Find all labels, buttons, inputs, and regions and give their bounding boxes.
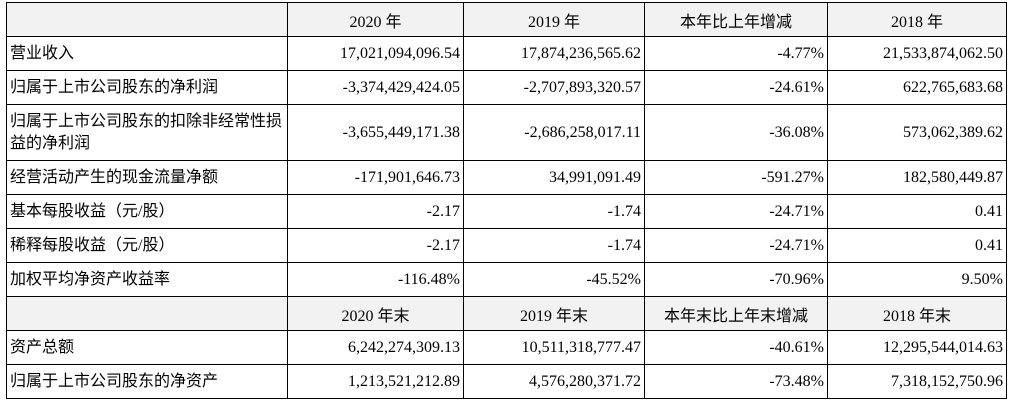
header-cell: 2019 年末	[463, 296, 645, 331]
cell-value: -3,374,429,424.05	[287, 70, 464, 105]
row-label: 经营活动产生的现金流量净额	[6, 160, 288, 195]
cell-value: 7,318,152,750.96	[827, 364, 1007, 399]
cell-value: -171,901,646.73	[287, 160, 464, 195]
header-cell	[6, 296, 288, 331]
cell-value: 17,021,094,096.54	[287, 36, 464, 71]
header-cell: 2018 年	[827, 2, 1007, 37]
data-row: 归属于上市公司股东的净利润 -3,374,429,424.05 -2,707,893…	[6, 70, 1007, 105]
cell-value: -3,655,449,171.38	[287, 104, 464, 161]
header-cell: 2020 年末	[287, 296, 464, 331]
data-row: 营业收入 17,021,094,096.54 17,874,236,565.62 -4…	[6, 36, 1007, 71]
header-cell: 2019 年	[463, 2, 645, 37]
cell-value: 4,576,280,371.72	[463, 364, 645, 399]
cell-value: -36.08%	[644, 104, 828, 161]
cell-value: 0.41	[827, 194, 1007, 229]
cell-value: -2,686,258,017.11	[463, 104, 645, 161]
row-label: 归属于上市公司股东的净利润	[6, 70, 288, 105]
cell-value: 0.41	[827, 228, 1007, 263]
cell-value: -4.77%	[644, 36, 828, 71]
cell-value: -24.71%	[644, 194, 828, 229]
data-row: 归属于上市公司股东的净资产 1,213,521,212.89 4,576,280,3…	[6, 364, 1007, 399]
data-row: 资产总额 6,242,274,309.13 10,511,318,777.47 -40…	[6, 330, 1007, 365]
data-row: 稀释每股收益（元/股） -2.17 -1.74 -24.71% 0.41	[6, 228, 1007, 263]
cell-value: -24.61%	[644, 70, 828, 105]
data-row: 归属于上市公司股东的扣除非经常性损益的净利润 -3,655,449,171.38-…	[6, 104, 1007, 161]
cell-value: 9.50%	[827, 262, 1007, 297]
data-row: 加权平均净资产收益率 -116.48% -45.52% -70.96% 9.50%	[6, 262, 1007, 297]
row-label: 归属于上市公司股东的扣除非经常性损益的净利润	[6, 104, 288, 161]
cell-value: -73.48%	[644, 364, 828, 399]
cell-value: -1.74	[463, 228, 645, 263]
cell-value: 34,991,091.49	[463, 160, 645, 195]
cell-value: 182,580,449.87	[827, 160, 1007, 195]
financial-table: 2020 年 2019 年本年比上年增减 2018 年营业收入 17,021,094,…	[6, 2, 1007, 399]
cell-value: -40.61%	[644, 330, 828, 365]
data-row: 基本每股收益（元/股） -2.17 -1.74 -24.71% 0.41	[6, 194, 1007, 229]
row-label: 营业收入	[6, 36, 288, 71]
header-cell: 2018 年末	[827, 296, 1007, 331]
cell-value: 622,765,683.68	[827, 70, 1007, 105]
cell-value: -116.48%	[287, 262, 464, 297]
row-label: 基本每股收益（元/股）	[6, 194, 288, 229]
row-label: 资产总额	[6, 330, 288, 365]
cell-value: -70.96%	[644, 262, 828, 297]
header-cell: 本年比上年增减	[644, 2, 828, 37]
row-label: 加权平均净资产收益率	[6, 262, 288, 297]
header-row: 2020 年 2019 年本年比上年增减 2018 年	[6, 2, 1007, 37]
header-row: 2020 年末 2019 年末 本年末比上年末增减 2018 年末	[6, 296, 1007, 331]
data-row: 经营活动产生的现金流量净额 -171,901,646.73 34,991,091.4…	[6, 160, 1007, 195]
row-label: 稀释每股收益（元/股）	[6, 228, 288, 263]
cell-value: 6,242,274,309.13	[287, 330, 464, 365]
cell-value: -24.71%	[644, 228, 828, 263]
cell-value: -45.52%	[463, 262, 645, 297]
cell-value: -591.27%	[644, 160, 828, 195]
cell-value: 10,511,318,777.47	[463, 330, 645, 365]
header-cell: 本年末比上年末增减	[644, 296, 828, 331]
cell-value: 21,533,874,062.50	[827, 36, 1007, 71]
header-cell: 2020 年	[287, 2, 464, 37]
cell-value: -2.17	[287, 194, 464, 229]
row-label: 归属于上市公司股东的净资产	[6, 364, 288, 399]
cell-value: 12,295,544,014.63	[827, 330, 1007, 365]
cell-value: -1.74	[463, 194, 645, 229]
cell-value: 1,213,521,212.89	[287, 364, 464, 399]
header-cell	[6, 2, 288, 37]
cell-value: 573,062,389.62	[827, 104, 1007, 161]
cell-value: 17,874,236,565.62	[463, 36, 645, 71]
cell-value: -2,707,893,320.57	[463, 70, 645, 105]
cell-value: -2.17	[287, 228, 464, 263]
